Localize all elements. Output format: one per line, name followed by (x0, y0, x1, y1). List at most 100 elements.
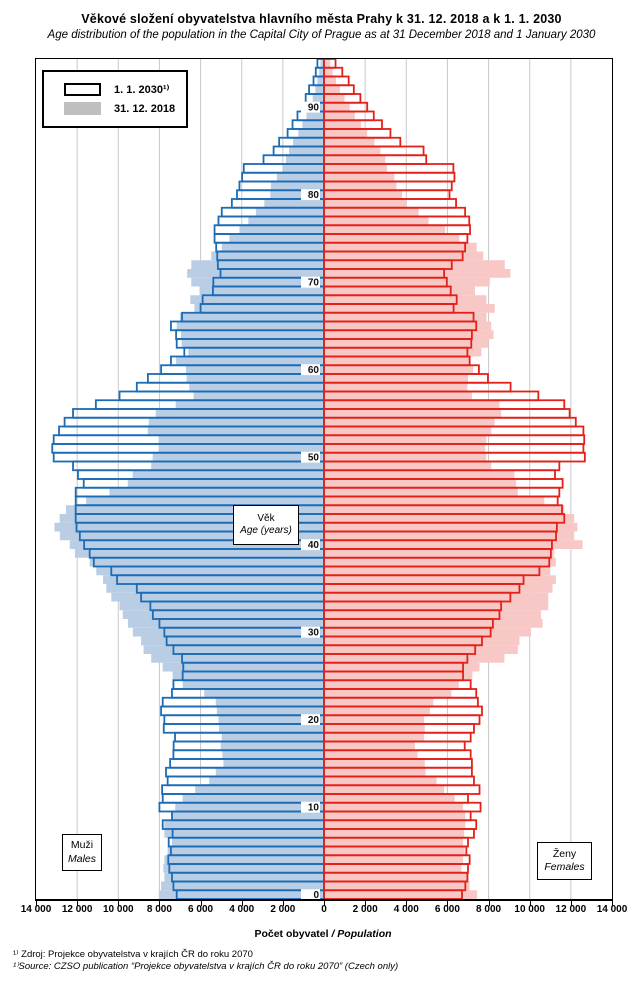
bar-male-2018 (66, 505, 324, 514)
bar-female-2018 (324, 872, 469, 882)
bar-male-2018 (319, 67, 324, 77)
bar-female-2018 (324, 732, 425, 742)
x-tick-label: 12 000 (61, 904, 93, 915)
bar-male-2018 (151, 654, 324, 663)
bar-female-2018 (324, 76, 336, 86)
bar-female-2018 (324, 811, 466, 821)
bar-female-2018 (324, 94, 345, 103)
age-tick-label: 40 (308, 540, 320, 551)
bar-female-2018 (324, 391, 472, 401)
legend-swatch-fill (64, 102, 101, 115)
bar-male-2018 (74, 549, 324, 558)
bar-male-2018 (89, 557, 324, 567)
bar-male-2018 (194, 304, 324, 313)
bar-female-2018 (324, 190, 402, 199)
males-label-cs: Muži (70, 839, 94, 852)
age-tick-label: 70 (308, 278, 320, 289)
age-tick-bg (301, 889, 320, 899)
bar-male-2018 (182, 794, 324, 803)
bar-male-2018 (289, 146, 324, 156)
bar-male-2018 (229, 234, 324, 243)
males-label-box: Muži Males (62, 834, 102, 871)
bar-male-2018 (189, 382, 324, 392)
bar-female-2018 (324, 286, 475, 296)
bar-female-2018 (324, 85, 341, 94)
plot-area: 0 10 20 30 40 50 60 70 80 90 (35, 58, 613, 901)
bar-female-2018 (324, 566, 551, 576)
females-label-en: Females (544, 861, 585, 873)
bar-female-2018 (324, 234, 460, 243)
bar-male-2018 (264, 199, 324, 208)
bar-male-2018 (132, 627, 324, 637)
bar-male-2018 (191, 277, 324, 287)
bar-male-2018 (312, 94, 324, 103)
bar-male-2018 (69, 540, 324, 549)
bar-male-2018 (221, 732, 324, 742)
bar-male-2018 (248, 216, 324, 226)
age-tick-bg (301, 801, 320, 813)
bar-female-2018 (324, 181, 397, 191)
bar-female-2018 (324, 724, 425, 733)
x-tick-mark (77, 901, 79, 906)
bar-female-2018 (324, 680, 459, 689)
x-tick-mark (159, 901, 161, 906)
footnote-source-cs: ¹⁾ Zdroj: Projekce obyvatelstva v krajíc… (13, 949, 253, 960)
x-tick-mark (241, 901, 243, 906)
bar-female-2018 (324, 426, 492, 436)
age-tick-bg (301, 539, 320, 551)
x-tick-label: 2 000 (352, 904, 378, 915)
bar-female-2018 (324, 251, 484, 261)
bar-female-2018 (324, 164, 387, 173)
x-tick-label: 6 000 (434, 904, 460, 915)
bar-female-2018 (324, 347, 482, 357)
females-label-cs: Ženy (552, 847, 577, 860)
x-tick-mark (324, 901, 325, 906)
bar-female-2018 (324, 137, 375, 147)
bar-male-2018 (223, 759, 324, 768)
age-tick-label: 80 (308, 190, 320, 201)
bar-female-2018 (324, 864, 462, 873)
bar-male-2018 (193, 391, 324, 401)
bar-female-2018 (324, 260, 505, 269)
bar-male-2018 (176, 321, 324, 331)
age-tick-label: 60 (308, 365, 320, 376)
bar-female-2018 (324, 531, 575, 541)
bar-male-2018 (141, 636, 324, 646)
bar-male-2018 (122, 610, 324, 619)
bar-male-2018 (171, 837, 324, 847)
bar-female-2018 (324, 636, 520, 646)
x-tick-label: 8 000 (146, 904, 172, 915)
bar-male-2018 (222, 750, 324, 759)
bar-male-2018 (127, 619, 324, 628)
bar-male-2018 (164, 820, 324, 829)
bar-female-2030 (323, 59, 337, 69)
bar-female-2018 (324, 767, 426, 777)
bar-female-2018 (324, 487, 518, 497)
bar-male-2018 (270, 190, 324, 199)
pyramid-svg: 0 10 20 30 40 50 60 70 80 90 (51, 59, 586, 899)
bar-male-2018 (163, 864, 324, 873)
bar-female-2018 (324, 111, 355, 121)
bar-male-2018 (175, 802, 324, 812)
bar-female-2018 (324, 172, 395, 182)
bar-male-2018 (215, 767, 324, 777)
bar-male-2018 (96, 566, 324, 576)
age-tick-label: 30 (308, 628, 320, 639)
bar-male-2018 (239, 225, 324, 234)
bar-female-2018 (324, 601, 549, 611)
bar-male-2018 (147, 426, 324, 436)
x-tick-mark (36, 901, 37, 906)
bar-male-2018 (132, 470, 324, 479)
bar-female-2018 (324, 776, 437, 786)
bar-male-2018 (298, 129, 324, 138)
x-tick-mark (365, 901, 367, 906)
bar-male-2018 (317, 76, 324, 86)
x-tick-label: 14 000 (596, 904, 628, 915)
bar-female-2018 (324, 750, 418, 759)
bar-male-2018 (155, 409, 324, 418)
bar-female-2018 (324, 837, 464, 847)
bar-male-2018 (216, 706, 324, 716)
bar-female-2018 (324, 269, 511, 278)
bar-male-2018 (158, 435, 324, 444)
age-tick-label: 20 (308, 715, 320, 726)
